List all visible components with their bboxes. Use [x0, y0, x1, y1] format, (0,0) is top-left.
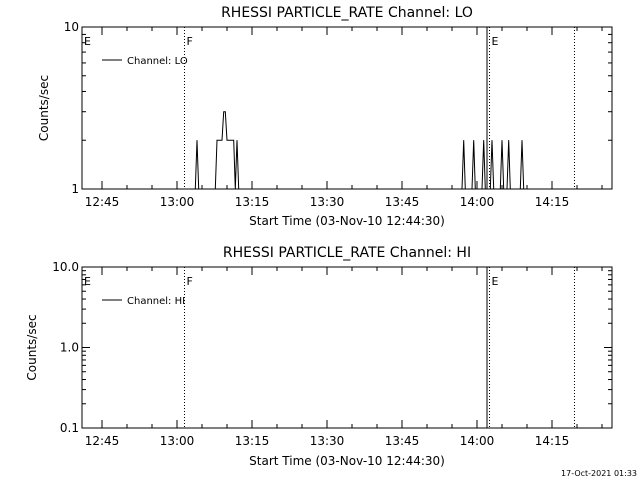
x-tick-label: 12:45: [85, 195, 120, 209]
event-marker-label: E: [492, 275, 499, 288]
x-tick-label: 13:00: [160, 434, 195, 448]
chart-title: RHESSI PARTICLE_RATE Channel: LO: [221, 5, 473, 21]
y-axis-label: Counts/sec: [37, 75, 51, 141]
x-tick-label: 13:15: [235, 434, 270, 448]
y-tick-label: 1: [71, 182, 79, 196]
x-tick-label: 13:30: [310, 195, 345, 209]
x-tick-label: 12:45: [85, 434, 120, 448]
x-axis-label: Start Time (03-Nov-10 12:44:30): [249, 214, 445, 228]
series-line: [194, 111, 525, 190]
event-marker-label: F: [187, 275, 193, 288]
legend-entry: Channel: LO: [127, 56, 188, 67]
plot-frame: [81, 266, 613, 429]
x-tick-label: 13:15: [235, 195, 270, 209]
x-tick-label: 13:30: [310, 434, 345, 448]
x-tick-label: 13:00: [160, 195, 195, 209]
event-marker-label: F: [187, 35, 193, 48]
y-tick-label: 10: [64, 20, 79, 34]
x-tick-label: 14:15: [535, 195, 570, 209]
x-tick-label: 14:15: [535, 434, 570, 448]
x-tick-label: 14:00: [460, 195, 495, 209]
x-axis-label: Start Time (03-Nov-10 12:44:30): [249, 454, 445, 468]
footer-timestamp: 17-Oct-2021 01:33: [561, 469, 637, 478]
x-tick-label: 14:00: [460, 434, 495, 448]
legend-entry: Channel: HI: [127, 296, 185, 307]
x-tick-label: 13:45: [385, 195, 420, 209]
event-marker-label: E: [84, 275, 91, 288]
plot-frame: [81, 26, 613, 190]
y-axis-label: Counts/sec: [25, 314, 39, 380]
y-tick-label: 10.0: [52, 260, 79, 274]
event-marker-label: E: [84, 35, 91, 48]
y-tick-label: 0.1: [60, 421, 79, 435]
y-tick-label: 1.0: [60, 341, 79, 355]
panel-lo: RHESSI PARTICLE_RATE Channel: LO 12:45 13:…: [37, 5, 613, 228]
chart-title: RHESSI PARTICLE_RATE Channel: HI: [223, 245, 471, 261]
x-tick-label: 13:45: [385, 434, 420, 448]
event-marker-label: E: [492, 35, 499, 48]
panel-hi: RHESSI PARTICLE_RATE Channel: HI 12:45 13:…: [25, 245, 613, 468]
